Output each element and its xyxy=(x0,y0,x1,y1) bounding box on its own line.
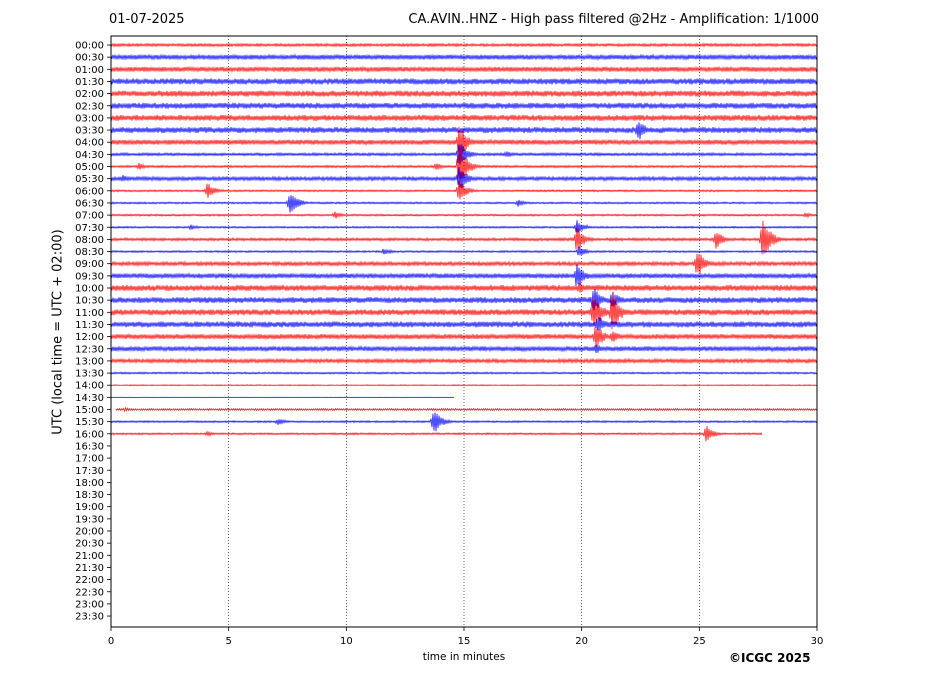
y-tick-label: 12:30 xyxy=(75,344,104,355)
trace-0430 xyxy=(110,144,818,165)
trace-1030 xyxy=(110,289,818,311)
trace-0230 xyxy=(110,102,818,110)
chart-date: 01-07-2025 xyxy=(109,12,185,27)
x-tick-label: 0 xyxy=(108,636,114,647)
trace-0000 xyxy=(110,42,818,48)
y-tick-label: 19:30 xyxy=(75,514,104,525)
y-tick-label: 08:00 xyxy=(75,235,104,246)
y-tick-label: 15:00 xyxy=(75,405,104,416)
y-tick-label: 21:30 xyxy=(75,563,104,574)
trace-1300 xyxy=(110,357,818,365)
y-tick-label: 14:00 xyxy=(75,381,104,392)
y-tick-label: 21:00 xyxy=(75,551,104,562)
trace-0630 xyxy=(110,195,818,213)
y-tick-label: 22:30 xyxy=(75,587,104,598)
y-tick-label: 04:00 xyxy=(75,138,104,149)
y-tick-label: 03:00 xyxy=(75,113,104,124)
trace-1530 xyxy=(110,412,818,432)
trace-0130 xyxy=(110,78,818,85)
y-tick-label: 11:30 xyxy=(75,320,104,331)
y-tick-label: 08:30 xyxy=(75,247,104,258)
trace-1230 xyxy=(110,344,818,353)
trace-1200 xyxy=(110,327,818,348)
y-tick-label: 01:30 xyxy=(75,77,104,88)
y-tick-label: 16:30 xyxy=(75,441,104,452)
y-tick-label: 03:30 xyxy=(75,126,104,137)
trace-0400 xyxy=(110,126,818,159)
trace-1400 xyxy=(110,384,818,387)
trace-0600 xyxy=(110,180,818,200)
y-tick-label: 09:30 xyxy=(75,271,104,282)
y-tick-label: 01:00 xyxy=(75,65,104,76)
plot-frame xyxy=(110,35,818,628)
trace-0530 xyxy=(110,166,818,189)
y-tick-label: 22:00 xyxy=(75,575,104,586)
y-tick-label: 02:30 xyxy=(75,101,104,112)
y-tick-label: 06:00 xyxy=(75,186,104,197)
y-tick-label: 12:00 xyxy=(75,332,104,343)
trace-1000 xyxy=(110,282,818,293)
y-tick-label: 00:00 xyxy=(75,41,104,52)
y-tick-label: 09:00 xyxy=(75,259,104,270)
y-tick-label: 04:30 xyxy=(75,150,104,161)
trace-0200 xyxy=(110,90,818,97)
trace-1600 xyxy=(110,425,763,442)
y-tick-label: 07:30 xyxy=(75,223,104,234)
y-tick-label: 05:00 xyxy=(75,162,104,173)
y-tick-label: 17:00 xyxy=(75,454,104,465)
trace-0730 xyxy=(110,220,818,233)
x-tick-label: 15 xyxy=(458,636,471,647)
x-tick-label: 10 xyxy=(340,636,353,647)
trace-0300 xyxy=(110,114,818,122)
y-tick-label: 10:00 xyxy=(75,284,104,295)
chart-title: CA.AVIN..HNZ - High pass filtered @2Hz -… xyxy=(408,12,819,27)
y-tick-label: 05:30 xyxy=(75,174,104,185)
y-tick-label: 20:00 xyxy=(75,527,104,538)
y-tick-label: 00:30 xyxy=(75,53,104,64)
x-tick-label: 20 xyxy=(575,636,588,647)
trace-0330 xyxy=(110,122,818,140)
y-tick-label: 06:30 xyxy=(75,198,104,209)
trace-0800 xyxy=(110,220,818,255)
y-tick-label: 13:30 xyxy=(75,369,104,380)
trace-0030 xyxy=(110,53,818,61)
trace-0900 xyxy=(110,253,818,274)
y-tick-label: 16:00 xyxy=(75,429,104,440)
trace-1130 xyxy=(110,317,818,331)
x-tick-label: 5 xyxy=(225,636,231,647)
trace-0830 xyxy=(110,246,818,256)
y-tick-label: 23:00 xyxy=(75,599,104,610)
y-tick-label: 17:30 xyxy=(75,466,104,477)
copyright-notice: ©ICGC 2025 xyxy=(729,651,811,665)
y-tick-label: 07:00 xyxy=(75,211,104,222)
y-tick-label: 13:00 xyxy=(75,356,104,367)
trace-0930 xyxy=(110,264,818,287)
y-tick-label: 23:30 xyxy=(75,612,104,623)
x-axis-label: time in minutes xyxy=(422,651,506,663)
trace-1330 xyxy=(110,371,818,375)
y-tick-label: 11:00 xyxy=(75,308,104,319)
y-tick-label: 14:30 xyxy=(75,393,104,404)
trace-1430 xyxy=(110,396,455,398)
y-tick-label: 18:00 xyxy=(75,478,104,489)
trace-0700 xyxy=(110,211,818,219)
y-tick-label: 15:30 xyxy=(75,417,104,428)
trace-1100 xyxy=(110,294,818,330)
y-tick-label: 18:30 xyxy=(75,490,104,501)
trace-1500 xyxy=(115,406,817,413)
trace-0500 xyxy=(110,149,818,186)
x-tick-label: 25 xyxy=(693,636,706,647)
y-tick-label: 19:00 xyxy=(75,502,104,513)
y-tick-label: 20:30 xyxy=(75,539,104,550)
trace-0100 xyxy=(110,65,818,74)
y-tick-label: 10:30 xyxy=(75,296,104,307)
y-tick-label: 02:00 xyxy=(75,89,104,100)
x-tick-label: 30 xyxy=(811,636,824,647)
